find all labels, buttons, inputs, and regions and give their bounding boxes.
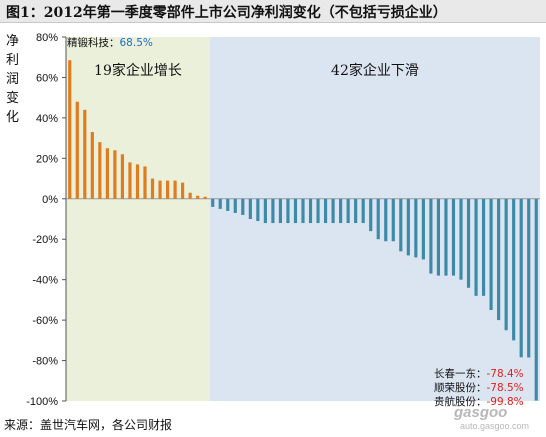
bar <box>158 180 162 199</box>
bar <box>489 198 493 310</box>
bar <box>466 198 471 288</box>
title-bar: 图1：2012年第一季度零部件上市公司净利润变化（不包括亏损企业） <box>0 0 546 23</box>
bar <box>384 198 388 242</box>
y-tick-label: -40% <box>32 275 58 287</box>
bar <box>90 132 94 199</box>
bar <box>474 198 478 296</box>
y-tick-label: 40% <box>36 113 58 125</box>
bar <box>248 198 252 219</box>
annotation-top-company: 精锻科技：68.5% <box>67 36 153 49</box>
y-tick-label: -100% <box>26 396 58 408</box>
gasgoo-watermark-logo: gasgoo <box>454 404 508 421</box>
y-tick-label: 60% <box>36 72 58 84</box>
annotation-company: 顺荣股份：-78.5% <box>434 382 524 394</box>
bar <box>331 198 335 224</box>
bar <box>68 60 72 199</box>
bar <box>113 150 117 199</box>
bar <box>188 192 192 199</box>
bar <box>120 154 125 199</box>
bar <box>308 198 313 224</box>
bar <box>346 198 350 224</box>
bar <box>293 198 298 224</box>
bar <box>354 198 358 224</box>
y-tick-label: -60% <box>32 315 58 327</box>
watermark-url: auto.gasgoo.com <box>460 421 530 431</box>
bar <box>376 198 380 240</box>
annotation-company: 长春一东：-78.4% <box>434 367 524 380</box>
annotation-company: 贵航股份：-99.8% <box>434 395 524 408</box>
bar <box>211 198 215 207</box>
bar <box>361 198 365 224</box>
bar <box>233 198 237 213</box>
bar <box>241 198 245 215</box>
bar <box>301 198 305 224</box>
bar <box>527 198 531 358</box>
bar <box>150 178 155 199</box>
bar <box>339 198 343 224</box>
bar <box>519 198 523 358</box>
bar <box>421 198 425 260</box>
bar <box>256 198 260 222</box>
bar <box>271 198 275 224</box>
bar <box>369 198 373 232</box>
bar <box>218 198 222 209</box>
bar <box>165 180 170 199</box>
chart-title: 图1：2012年第一季度零部件上市公司净利润变化（不包括亏损企业） <box>6 5 447 21</box>
bar <box>75 101 79 199</box>
bar <box>399 198 403 252</box>
bar <box>181 182 185 199</box>
bar <box>143 166 147 199</box>
bar <box>504 198 508 331</box>
y-tick-label: 0% <box>42 194 58 206</box>
y-axis-label: 净利润变化 <box>6 34 20 125</box>
bar <box>534 198 538 401</box>
bar <box>497 198 501 321</box>
bar <box>436 198 441 276</box>
bar <box>323 198 328 224</box>
bar <box>278 198 283 224</box>
bar <box>286 198 290 224</box>
bar <box>406 198 410 256</box>
growth-region-bg <box>66 37 210 401</box>
bar <box>173 180 177 199</box>
bar <box>196 195 200 199</box>
bar <box>391 198 395 242</box>
bar <box>83 109 87 199</box>
bar <box>451 198 456 276</box>
bar <box>128 162 132 199</box>
decline-region-label: 42家企业下滑 <box>331 62 419 79</box>
bar <box>481 198 486 296</box>
bar <box>316 198 320 224</box>
y-tick-label: 80% <box>36 32 58 44</box>
bar <box>444 198 448 276</box>
y-tick-label: -20% <box>32 234 58 246</box>
bar <box>105 148 109 199</box>
source-note: 来源：盖世汽车网，各公司财报 <box>4 418 173 432</box>
y-tick-label: 20% <box>36 153 58 165</box>
bar <box>459 198 463 280</box>
bar <box>414 198 418 258</box>
bar <box>98 142 102 199</box>
bar <box>429 198 433 274</box>
y-tick-label: -80% <box>32 356 58 368</box>
bar <box>263 198 267 224</box>
growth-region-label: 19家企业增长 <box>94 62 182 79</box>
bar <box>203 196 207 199</box>
bar <box>135 164 140 199</box>
bar <box>226 198 230 211</box>
bar <box>512 198 516 341</box>
